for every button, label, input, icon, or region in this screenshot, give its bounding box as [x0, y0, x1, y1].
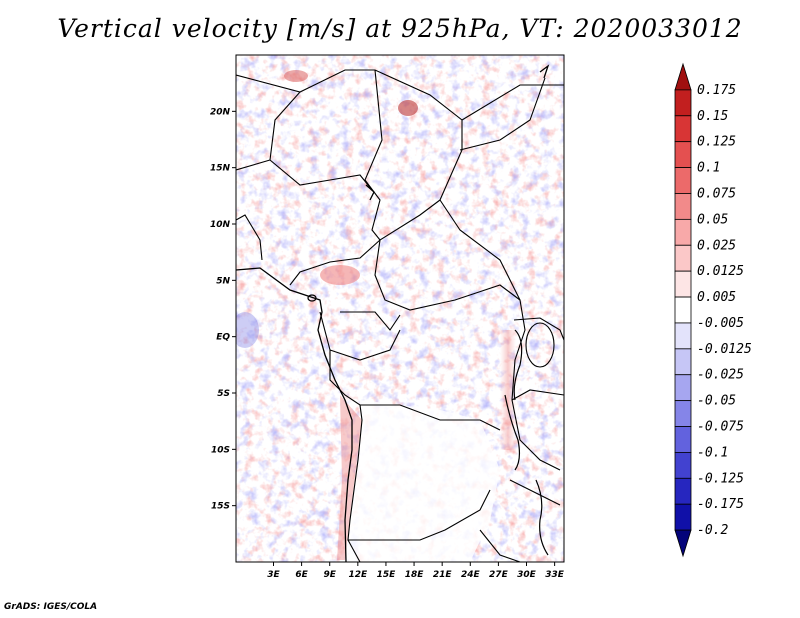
colorbar-swatch: [674, 477, 692, 505]
lat-tick-label: EQ: [216, 333, 230, 343]
colorbar-label: 0.005: [697, 290, 736, 305]
chart-title: Vertical velocity [m/s] at 925hPa, VT: 2…: [57, 14, 743, 43]
colorbar-swatch: [674, 167, 692, 194]
colorbar-swatch: [674, 296, 692, 324]
colorbar-label: 0.1: [697, 161, 720, 176]
lat-tick-label: 15N: [210, 164, 231, 174]
colorbar-swatch: [674, 503, 692, 531]
colorbar-label: 0.175: [697, 83, 736, 98]
colorbar-label: -0.025: [697, 368, 744, 383]
colorbar-label: 0.075: [697, 186, 736, 201]
lon-tick-label: 33E: [545, 570, 565, 580]
colorbar-label: -0.125: [697, 471, 744, 486]
colorbar-label: 0.0125: [697, 264, 744, 279]
map-frame: [235, 54, 565, 563]
lon-tick-label: 18E: [405, 570, 425, 580]
colorbar-swatch: [674, 62, 692, 91]
longitude-axis: 3E 6E 9E 12E 15E 18E 21E 24E 27E 30E 33E: [267, 562, 565, 580]
colorbar-label: -0.175: [697, 497, 744, 512]
lon-tick-label: 3E: [267, 570, 280, 580]
colorbar-swatch: [674, 141, 692, 168]
colorbar: 0.175 0.15 0.125 0.1 0.075 0.05 0.025 0.0125 0.0…: [674, 62, 752, 558]
colorbar-label: 0.05: [697, 212, 728, 227]
colorbar-label: -0.2: [697, 523, 728, 538]
colorbar-label: -0.05: [697, 394, 736, 409]
colorbar-swatch: [674, 218, 692, 246]
colorbar-swatch: [674, 426, 692, 453]
lon-tick-label: 24E: [461, 570, 481, 580]
colorbar-swatch: [674, 115, 692, 143]
colorbar-label: -0.075: [697, 420, 744, 435]
lat-tick-label: 10N: [210, 220, 231, 230]
lat-tick-label: 15S: [211, 502, 230, 512]
lon-tick-label: 21E: [433, 570, 453, 580]
colorbar-swatch: [674, 322, 692, 350]
colorbar-swatch: [674, 270, 692, 298]
lon-tick-label: 30E: [517, 570, 537, 580]
colorbar-swatch: [674, 193, 692, 220]
colorbar-swatch: [674, 348, 692, 376]
country-borders: [236, 69, 564, 562]
colorbar-label: -0.0125: [697, 342, 752, 357]
latitude-axis: 20N 15N 10N 5N EQ 5S 10S 15S: [210, 107, 236, 512]
colorbar-swatch: [674, 529, 692, 558]
colorbar-label: 0.025: [697, 238, 736, 253]
colorbar-label: 0.15: [697, 109, 728, 124]
lon-tick-label: 15E: [377, 570, 397, 580]
colorbar-label: -0.005: [697, 316, 744, 331]
credit-footer: GrADS: IGES/COLA: [4, 602, 98, 612]
lon-tick-label: 27E: [489, 570, 509, 580]
lat-tick-label: 5S: [217, 389, 230, 399]
colorbar-swatch: [674, 452, 692, 479]
colorbar-swatch: [674, 89, 692, 117]
lon-tick-label: 9E: [324, 570, 337, 580]
lat-tick-label: 20N: [210, 107, 231, 117]
colorbar-swatch: [674, 374, 692, 402]
lon-tick-label: 12E: [348, 570, 368, 580]
colorbar-label: 0.125: [697, 135, 736, 150]
colorbar-swatch: [674, 244, 692, 272]
vertical-velocity-field: [236, 55, 564, 562]
lon-tick-label: 6E: [295, 570, 308, 580]
lat-tick-label: 10S: [211, 445, 230, 455]
colorbar-swatch: [674, 400, 692, 427]
lat-tick-label: 5N: [216, 276, 230, 286]
colorbar-label: -0.1: [697, 445, 728, 460]
coastline: [236, 64, 555, 562]
